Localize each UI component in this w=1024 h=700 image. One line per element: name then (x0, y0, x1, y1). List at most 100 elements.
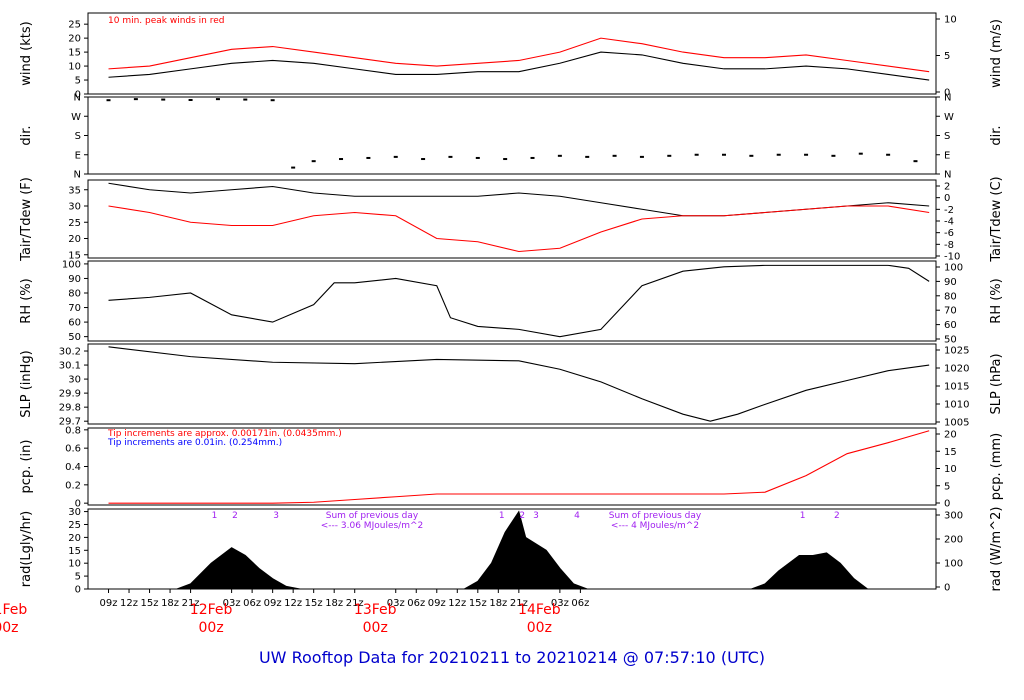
rad-hour-marker: 2 (834, 511, 840, 521)
ytick-right-label: 5 (944, 51, 950, 62)
dir-point (393, 155, 398, 158)
xtick-label: 12z (284, 598, 302, 609)
xtick-label: 12z (120, 598, 138, 609)
rad-hour-marker: 2 (519, 511, 525, 521)
panel-frame-humidity (87, 260, 937, 342)
ytick-left-label: 15 (68, 48, 81, 59)
ylabel-left-direction: dir. (19, 125, 34, 145)
ylabel-right-direction: dir. (989, 125, 1004, 145)
dir-point (776, 153, 781, 156)
dir-point (639, 155, 644, 158)
xtick-label: 03z (387, 598, 405, 609)
rad-hour-marker: 2 (232, 511, 238, 521)
dir-point (831, 154, 836, 157)
series-line-Tair (108, 182, 930, 217)
ytick-left-label: E (75, 150, 81, 161)
ytick-left-label: 5 (75, 572, 81, 583)
series-line-Tdew (108, 205, 930, 253)
dir-point (749, 154, 754, 157)
ytick-right-label: -2 (944, 205, 954, 216)
ytick-left-label: 0.2 (65, 480, 81, 491)
ytick-left-label: 15 (68, 250, 81, 261)
dir-point (722, 153, 726, 156)
rad-hour-marker: 1 (499, 511, 505, 521)
xtick-label: 06z (243, 598, 261, 609)
panel-frame-direction (87, 96, 937, 175)
ylabel-left-precipitation: pcp. (in) (19, 440, 34, 494)
ytick-right-label: -4 (944, 217, 954, 228)
dir-point (270, 99, 275, 102)
dir-point (339, 158, 344, 161)
dir-point (291, 166, 296, 169)
rad-hour-marker: 3 (533, 511, 539, 521)
ytick-left-label: 25 (68, 20, 81, 31)
dir-point (694, 153, 699, 156)
xtick-label: 15z (469, 598, 487, 609)
ytick-right-label: -6 (944, 228, 954, 239)
ytick-left-label: S (75, 131, 81, 142)
ylabel-right-humidity: RH (%) (989, 278, 1004, 323)
ylabel-right-pressure: SLP (hPa) (989, 353, 1004, 414)
pcp-annotation: Tip increments are 0.01in. (0.254mm.) (107, 438, 282, 448)
rad-hour-marker: 4 (574, 511, 580, 521)
ytick-right-label: S (944, 131, 950, 142)
ytick-left-label: 25 (68, 520, 81, 531)
ytick-left-label: 30 (68, 202, 81, 213)
ytick-right-label: 0 (944, 88, 950, 99)
ytick-left-label: 20 (68, 234, 81, 245)
day-hour-label: 00z (199, 620, 224, 636)
ytick-left-label: 80 (68, 289, 81, 300)
ytick-left-label: 30.1 (59, 361, 81, 372)
ytick-right-label: 100 (944, 263, 963, 274)
ytick-right-label: 100 (944, 559, 963, 570)
dir-point (243, 98, 248, 101)
series-line-pcp (108, 430, 930, 504)
dir-point (161, 98, 166, 101)
ytick-right-label: 80 (944, 291, 957, 302)
xtick-label: 18z (489, 598, 507, 609)
ytick-left-label: N (74, 93, 81, 104)
ylabel-left-temperature: Tair/Tdew (F) (19, 177, 34, 262)
xtick-label: 09z (264, 598, 282, 609)
ylabel-left-pressure: SLP (inHg) (19, 350, 34, 418)
panel-frame-temperature (87, 179, 937, 259)
ytick-right-label: 0 (944, 583, 950, 594)
xtick-label: 18z (325, 598, 343, 609)
dir-point (475, 156, 480, 159)
ytick-left-label: 29.8 (59, 403, 81, 414)
chart-title: UW Rooftop Data for 20210211 to 20210214… (258, 648, 766, 667)
ylabel-right-precipitation: pcp. (mm) (989, 433, 1004, 500)
day-hour-label: 00z (363, 620, 388, 636)
day-date-label: 11Feb (0, 602, 27, 618)
xtick-label: 18z (161, 598, 179, 609)
ytick-left-label: 30 (68, 507, 81, 518)
ytick-right-label: -8 (944, 240, 954, 251)
ylabel-right-wind: wind (m/s) (989, 19, 1004, 88)
ytick-right-label: 70 (944, 306, 957, 317)
ytick-left-label: 30.2 (59, 347, 81, 358)
dir-point (366, 156, 371, 159)
rad-day-detail: <--- 3.06 MJoules/m^2 (321, 521, 423, 531)
xtick-label: 15z (141, 598, 159, 609)
ytick-right-label: 0 (944, 499, 950, 510)
ytick-right-label: 0 (944, 193, 950, 204)
ytick-left-label: 0.8 (65, 425, 81, 436)
series-line-peak (108, 37, 930, 73)
dir-point (188, 98, 193, 101)
dir-point (133, 98, 138, 101)
ytick-right-label: 2 (944, 182, 950, 193)
panel-frame-pressure (87, 343, 937, 425)
xtick-label: 06z (407, 598, 425, 609)
ytick-right-label: 15 (944, 447, 957, 458)
dir-point (804, 153, 809, 156)
xtick-label: 03z (223, 598, 241, 609)
ytick-left-label: 0.4 (65, 462, 81, 473)
xtick-label: 21z (510, 598, 528, 609)
ytick-left-label: 20 (68, 34, 81, 45)
ytick-right-label: 90 (944, 277, 957, 288)
ytick-left-label: 70 (68, 303, 81, 314)
ytick-left-label: 0 (75, 90, 81, 101)
ytick-right-label: 60 (944, 320, 957, 331)
ytick-left-label: 0 (75, 585, 81, 596)
day-date-label: 13Feb (354, 602, 397, 618)
